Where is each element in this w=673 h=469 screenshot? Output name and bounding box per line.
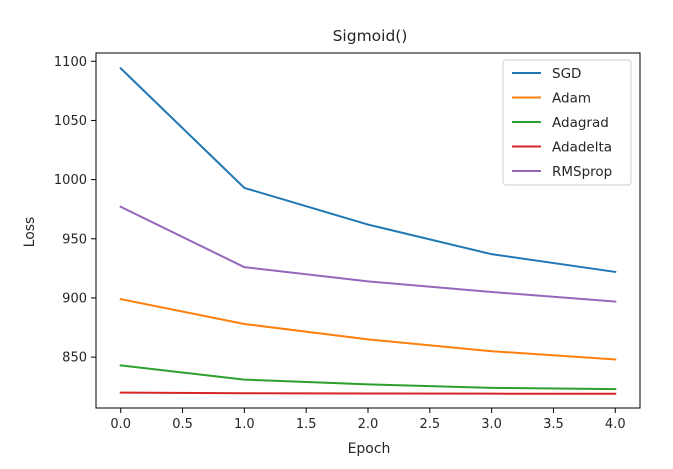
x-tick-label: 1.5: [296, 417, 317, 432]
series-line-adam: [119, 297, 617, 361]
y-tick-label: 1050: [54, 114, 87, 129]
series-line-adadelta: [119, 391, 617, 395]
y-tick-label: 1100: [54, 55, 87, 70]
y-tick-label: 950: [62, 232, 87, 247]
x-axis-label: Epoch: [348, 441, 391, 457]
series-line-rmsprop: [119, 205, 617, 303]
y-axis-label: Loss: [22, 217, 38, 248]
x-tick-label: 2.5: [419, 417, 440, 432]
legend-label-adadelta: Adadelta: [552, 140, 612, 156]
x-tick-label: 4.0: [605, 417, 626, 432]
x-tick-label: 3.5: [543, 417, 564, 432]
plot-area: 0.0 0.5 1.0 1.5 2.0 2.5 3.0 3.5 4.0 850 900 950 1000…: [54, 52, 641, 432]
series-line-adagrad: [119, 364, 617, 391]
x-tick-label: 0.0: [110, 417, 131, 432]
legend-label-sgd: SGD: [552, 66, 581, 82]
y-tick-label: 1000: [54, 173, 87, 188]
legend-label-adam: Adam: [552, 91, 591, 107]
y-tick-label: 900: [62, 291, 87, 306]
legend-box: [502, 59, 632, 186]
x-tick-label: 3.0: [481, 417, 502, 432]
x-tick-label: 2.0: [358, 417, 379, 432]
chart-title: Sigmoid(): [333, 27, 408, 45]
x-tick-label: 1.0: [234, 417, 255, 432]
legend-label-adagrad: Adagrad: [552, 115, 609, 131]
x-tick-label: 0.5: [172, 417, 193, 432]
y-tick-label: 850: [62, 351, 87, 366]
legend-label-rmsprop: RMSprop: [552, 164, 612, 180]
series-line-sgd: [119, 66, 617, 274]
